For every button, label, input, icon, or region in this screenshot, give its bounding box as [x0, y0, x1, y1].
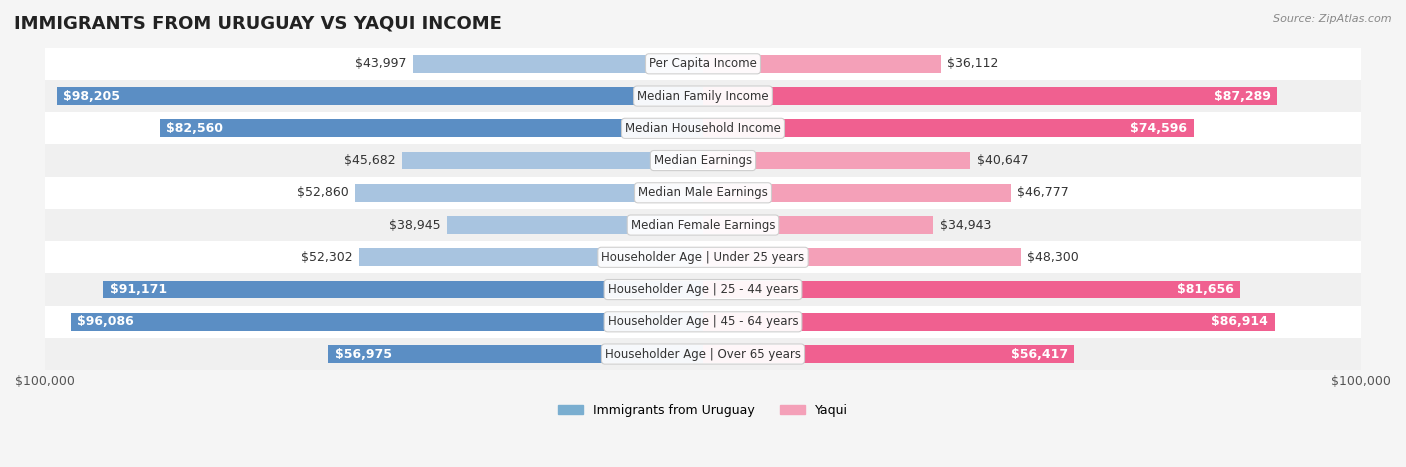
Text: Householder Age | Under 25 years: Householder Age | Under 25 years: [602, 251, 804, 264]
Text: Householder Age | 25 - 44 years: Householder Age | 25 - 44 years: [607, 283, 799, 296]
Text: $56,417: $56,417: [1011, 347, 1067, 361]
Text: $98,205: $98,205: [63, 90, 121, 103]
Bar: [45, 48, 1361, 80]
Bar: [703, 345, 1074, 363]
Text: Per Capita Income: Per Capita Income: [650, 57, 756, 71]
Text: $91,171: $91,171: [110, 283, 167, 296]
Bar: [703, 184, 1011, 202]
Bar: [45, 338, 1361, 370]
Text: IMMIGRANTS FROM URUGUAY VS YAQUI INCOME: IMMIGRANTS FROM URUGUAY VS YAQUI INCOME: [14, 14, 502, 32]
Text: $52,302: $52,302: [301, 251, 353, 264]
Bar: [45, 177, 1361, 209]
Bar: [703, 152, 970, 170]
Text: $81,656: $81,656: [1177, 283, 1234, 296]
Text: $46,777: $46,777: [1018, 186, 1069, 199]
Bar: [703, 216, 934, 234]
Bar: [703, 313, 1275, 331]
Bar: [45, 112, 1361, 144]
Text: Householder Age | Over 65 years: Householder Age | Over 65 years: [605, 347, 801, 361]
Bar: [45, 274, 1361, 306]
Text: $40,647: $40,647: [977, 154, 1029, 167]
Text: $34,943: $34,943: [939, 219, 991, 232]
Bar: [703, 87, 1278, 105]
Bar: [103, 281, 703, 298]
Text: $48,300: $48,300: [1028, 251, 1080, 264]
Text: Median Male Earnings: Median Male Earnings: [638, 186, 768, 199]
Text: Median Family Income: Median Family Income: [637, 90, 769, 103]
Bar: [413, 55, 703, 73]
Bar: [160, 120, 703, 137]
Bar: [703, 248, 1021, 266]
Text: $45,682: $45,682: [344, 154, 396, 167]
Text: $52,860: $52,860: [297, 186, 349, 199]
Bar: [356, 184, 703, 202]
Bar: [45, 306, 1361, 338]
Bar: [703, 55, 941, 73]
Bar: [328, 345, 703, 363]
Text: $56,975: $56,975: [335, 347, 392, 361]
Bar: [70, 313, 703, 331]
Text: $74,596: $74,596: [1130, 122, 1187, 135]
Text: Householder Age | 45 - 64 years: Householder Age | 45 - 64 years: [607, 315, 799, 328]
Bar: [447, 216, 703, 234]
Bar: [45, 80, 1361, 112]
Text: $87,289: $87,289: [1213, 90, 1271, 103]
Text: Source: ZipAtlas.com: Source: ZipAtlas.com: [1274, 14, 1392, 24]
Bar: [45, 241, 1361, 274]
Text: Median Female Earnings: Median Female Earnings: [631, 219, 775, 232]
Bar: [703, 281, 1240, 298]
Text: Median Earnings: Median Earnings: [654, 154, 752, 167]
Text: $38,945: $38,945: [388, 219, 440, 232]
Legend: Immigrants from Uruguay, Yaqui: Immigrants from Uruguay, Yaqui: [553, 399, 853, 422]
Bar: [402, 152, 703, 170]
Text: $43,997: $43,997: [356, 57, 406, 71]
Bar: [45, 209, 1361, 241]
Bar: [56, 87, 703, 105]
Text: Median Household Income: Median Household Income: [626, 122, 780, 135]
Bar: [703, 120, 1194, 137]
Text: $82,560: $82,560: [166, 122, 224, 135]
Text: $36,112: $36,112: [948, 57, 998, 71]
Bar: [359, 248, 703, 266]
Text: $86,914: $86,914: [1212, 315, 1268, 328]
Text: $96,086: $96,086: [77, 315, 134, 328]
Bar: [45, 144, 1361, 177]
